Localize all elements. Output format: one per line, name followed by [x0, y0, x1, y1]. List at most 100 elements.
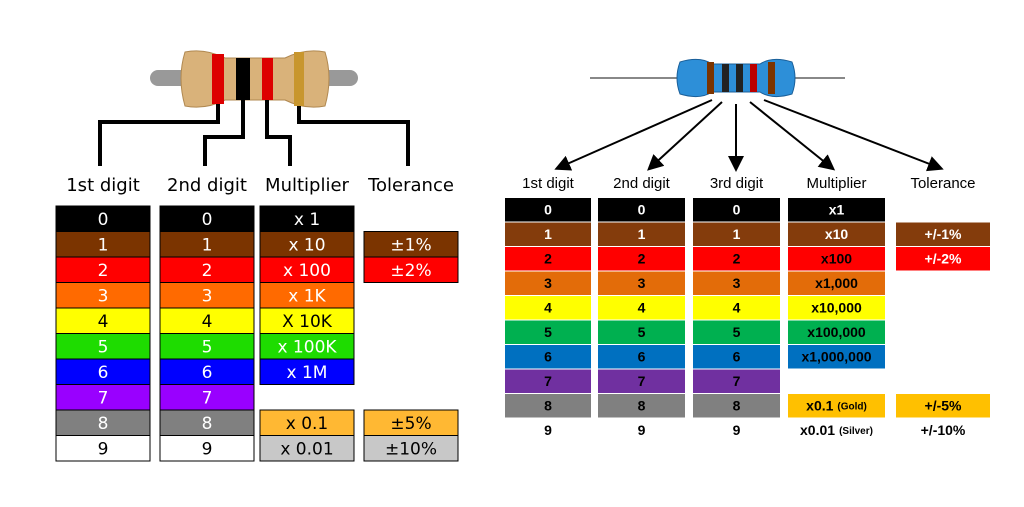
cell-text: 7	[98, 388, 109, 408]
cell-text: 0	[733, 201, 741, 217]
cell-text: 4	[202, 312, 213, 332]
column-header: Tolerance	[910, 175, 975, 192]
cell-text: 4	[733, 299, 741, 315]
cell	[598, 418, 685, 442]
cell-text: 0	[638, 201, 646, 217]
cell	[259, 307, 355, 334]
cell-text: 3	[98, 286, 109, 306]
cell	[693, 247, 780, 271]
cell	[598, 369, 685, 393]
cell	[363, 435, 459, 462]
cell-text: x 100	[283, 261, 331, 281]
cell-text: +/-5%	[925, 397, 963, 413]
cell	[598, 222, 685, 246]
cell	[55, 231, 151, 258]
cell-text: 9	[638, 422, 646, 438]
cell	[363, 256, 459, 283]
column-header: Multiplier	[265, 175, 350, 196]
cell-text: 8	[638, 397, 646, 413]
cell-text: 5	[638, 324, 646, 340]
cell	[159, 307, 255, 334]
cell-text: 1	[638, 226, 646, 242]
cell	[598, 247, 685, 271]
cell	[693, 198, 780, 222]
multiplier-material: (Silver)	[839, 425, 873, 436]
cell-text: ±5%	[390, 414, 431, 434]
cell	[788, 198, 885, 222]
cell	[693, 296, 780, 320]
cell-text: 3	[638, 275, 646, 291]
cell	[505, 320, 591, 344]
cell-text: x 100K	[277, 337, 337, 357]
cell-text: 3	[202, 286, 213, 306]
cell	[788, 345, 885, 369]
cell-text: 9	[202, 439, 213, 459]
cell	[693, 394, 780, 418]
right-resistor	[554, 58, 944, 172]
cell	[896, 394, 990, 418]
cell	[159, 282, 255, 309]
cell	[693, 222, 780, 246]
cell-text: x 10	[288, 235, 325, 255]
cell-text: 5	[733, 324, 741, 340]
cell-text: x1,000,000	[801, 348, 871, 364]
cell-text: 4	[544, 299, 552, 315]
column-header: 2nd digit	[613, 175, 671, 192]
cell-text: 2	[733, 250, 741, 266]
cell	[788, 271, 885, 295]
cell-text: 8	[202, 414, 213, 434]
cell-text: x0.1 (Gold)	[806, 397, 867, 413]
cell-text: 0	[202, 210, 213, 230]
cell-text: x10	[825, 226, 849, 242]
cell	[159, 409, 255, 436]
cell	[55, 256, 151, 283]
cell-text: +/-10%	[921, 422, 966, 438]
cell	[259, 435, 355, 462]
cell	[505, 247, 591, 271]
cell	[363, 231, 459, 258]
cell-text: 6	[98, 363, 109, 383]
cell	[505, 418, 591, 442]
cell	[505, 271, 591, 295]
cell	[259, 333, 355, 360]
cell-text: x100,000	[807, 324, 866, 340]
cell	[896, 247, 990, 271]
cell-text: x 1M	[287, 363, 328, 383]
cell	[159, 256, 255, 283]
cell	[598, 320, 685, 344]
cell-text: 6	[544, 348, 552, 364]
cell	[598, 345, 685, 369]
cell	[159, 435, 255, 462]
cell	[693, 345, 780, 369]
column-header: Multiplier	[806, 175, 866, 192]
cell-text: 0	[98, 210, 109, 230]
cell-text: ±1%	[390, 235, 431, 255]
cell-text: x 1	[294, 210, 320, 230]
cell	[505, 369, 591, 393]
cell	[598, 394, 685, 418]
cell-text: 6	[733, 348, 741, 364]
cell	[505, 198, 591, 222]
cell	[259, 231, 355, 258]
cell	[788, 320, 885, 344]
cell-text: 5	[544, 324, 552, 340]
cell	[159, 333, 255, 360]
cell-text: 8	[98, 414, 109, 434]
cell	[598, 198, 685, 222]
cell-text: 2	[638, 250, 646, 266]
cell-text: 9	[733, 422, 741, 438]
cell	[363, 409, 459, 436]
cell-text: 7	[638, 373, 646, 389]
cell-text: 9	[544, 422, 552, 438]
cell	[693, 369, 780, 393]
cell	[788, 247, 885, 271]
cell-text: 9	[98, 439, 109, 459]
cell-text: 2	[544, 250, 552, 266]
column-header: 3rd digit	[710, 175, 764, 192]
cell	[159, 205, 255, 232]
cell	[505, 345, 591, 369]
cell-text: x 0.1	[286, 414, 329, 434]
cell-text: 3	[733, 275, 741, 291]
cell	[693, 320, 780, 344]
